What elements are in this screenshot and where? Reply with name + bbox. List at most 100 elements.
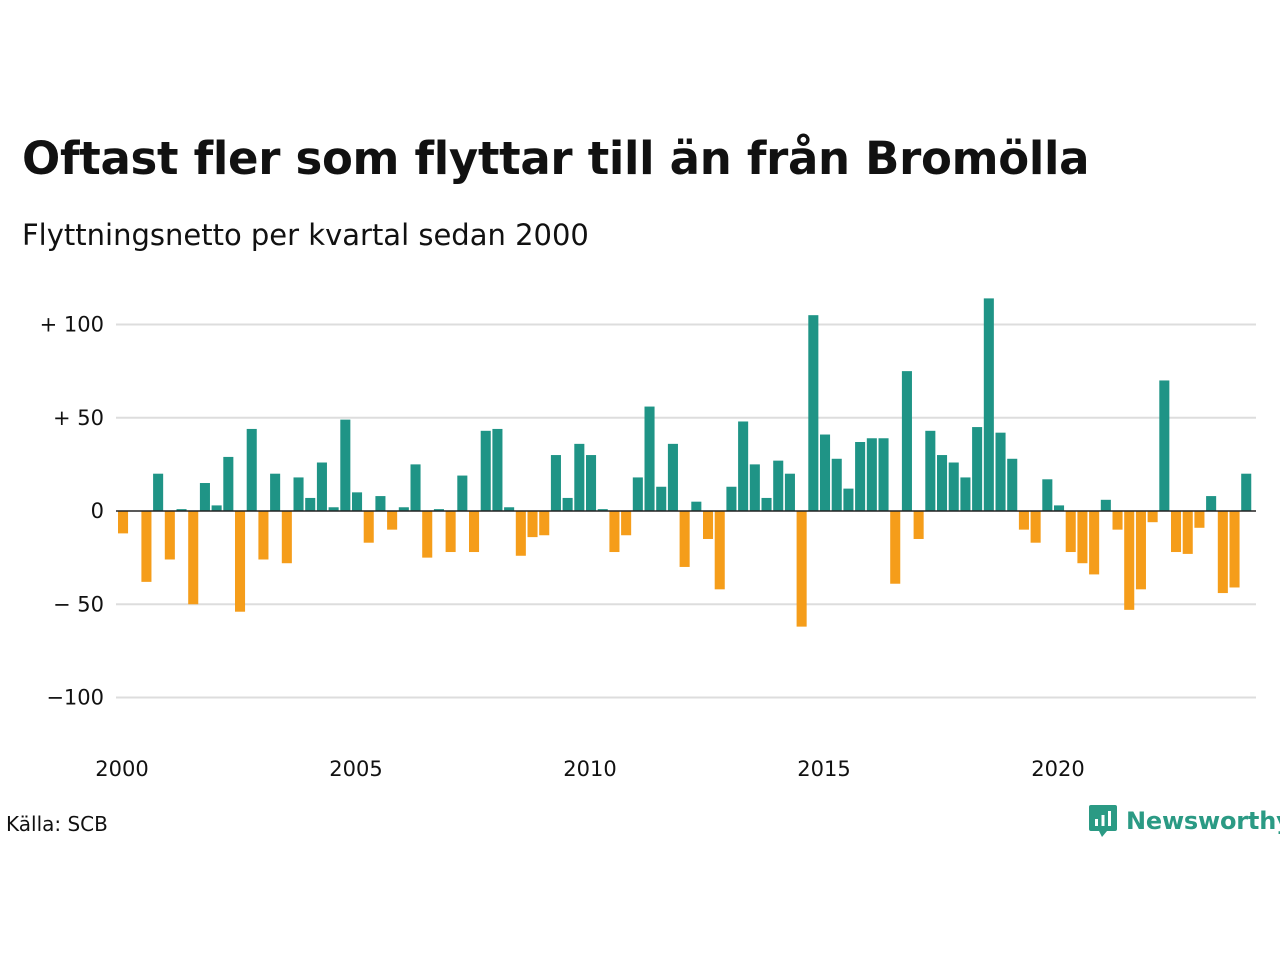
bar [784, 473, 795, 511]
bar [679, 511, 690, 567]
bar [890, 511, 901, 584]
bar [527, 511, 538, 538]
bar [235, 511, 246, 612]
bar [691, 501, 702, 511]
bar [352, 492, 363, 511]
bar [281, 511, 292, 564]
bar [1206, 496, 1217, 511]
bar [176, 509, 187, 511]
chart-title: Oftast fler som flyttar till än från Bro… [22, 132, 1090, 185]
bar [913, 511, 924, 539]
bar [925, 430, 936, 511]
bar [270, 473, 281, 511]
bar [574, 443, 585, 511]
bar [948, 462, 959, 511]
bar [1077, 511, 1088, 564]
bar [773, 460, 784, 511]
bar [410, 464, 421, 512]
bar [1089, 511, 1100, 575]
bar [995, 432, 1006, 511]
bar [1229, 511, 1240, 588]
bar [363, 511, 374, 543]
bar [726, 486, 737, 511]
bar [550, 455, 561, 511]
y-tick-label: + 50 [53, 406, 104, 430]
bar [433, 509, 444, 511]
bar [223, 456, 234, 512]
bar [937, 455, 948, 511]
x-tick-label: 2005 [329, 757, 382, 781]
bar [878, 438, 889, 511]
bar [667, 443, 678, 511]
y-tick-label: 0 [91, 499, 104, 523]
bar [258, 511, 269, 560]
bar [398, 507, 409, 511]
x-tick-label: 2010 [563, 757, 616, 781]
brand-name: Newsworthy [1126, 807, 1280, 835]
bar [457, 475, 468, 511]
y-tick-label: −100 [46, 686, 104, 710]
bar [831, 458, 842, 511]
bar [480, 430, 491, 511]
bar [1018, 511, 1029, 530]
bar [211, 505, 222, 511]
y-tick-label: + 100 [40, 313, 104, 337]
bar [609, 511, 620, 553]
bar [188, 511, 199, 605]
bar [1100, 499, 1111, 511]
bar [504, 507, 515, 511]
bar [469, 511, 480, 553]
source-note: Källa: SCB [6, 812, 108, 836]
bar [843, 488, 854, 511]
bar [340, 419, 351, 512]
bar [820, 434, 831, 511]
bar [199, 483, 210, 511]
bar [1007, 458, 1018, 511]
bar [539, 511, 550, 536]
bar [703, 511, 714, 539]
bar [1147, 511, 1158, 523]
bar [1112, 511, 1123, 530]
bar [1042, 479, 1053, 511]
bar [118, 511, 129, 534]
bar [796, 511, 807, 627]
bars [118, 298, 1252, 627]
bar [983, 298, 994, 511]
bar [738, 421, 749, 511]
bar [621, 511, 632, 536]
bar [492, 428, 503, 511]
bar [656, 486, 667, 511]
bar [761, 497, 772, 511]
bar [1159, 380, 1170, 511]
bar [293, 477, 304, 511]
bar [141, 511, 152, 582]
x-tick-label: 2000 [95, 757, 148, 781]
bar [1217, 511, 1228, 594]
y-axis: + 100 + 50 0 − 50 −100 [40, 313, 104, 710]
bar [960, 477, 971, 511]
bar [375, 496, 386, 511]
x-tick-label: 2020 [1031, 757, 1084, 781]
bar [422, 511, 433, 558]
bar [1171, 511, 1182, 553]
newsworthy-logo-icon [1089, 805, 1117, 837]
x-tick-label: 2015 [797, 757, 850, 781]
bar [1194, 511, 1205, 528]
bar [1124, 511, 1135, 610]
bar [164, 511, 175, 560]
bar [328, 507, 339, 511]
bar [316, 462, 327, 511]
bar [1030, 511, 1041, 543]
bar [1054, 505, 1065, 511]
bar [1241, 473, 1252, 511]
bar [1135, 511, 1146, 590]
bar [1182, 511, 1193, 554]
grid-lines [116, 323, 1256, 699]
bar [515, 511, 526, 556]
chart-subtitle: Flyttningsnetto per kvartal sedan 2000 [22, 218, 589, 252]
bar [562, 497, 573, 511]
bar [808, 315, 819, 511]
bar [586, 455, 597, 511]
bar [714, 511, 725, 590]
